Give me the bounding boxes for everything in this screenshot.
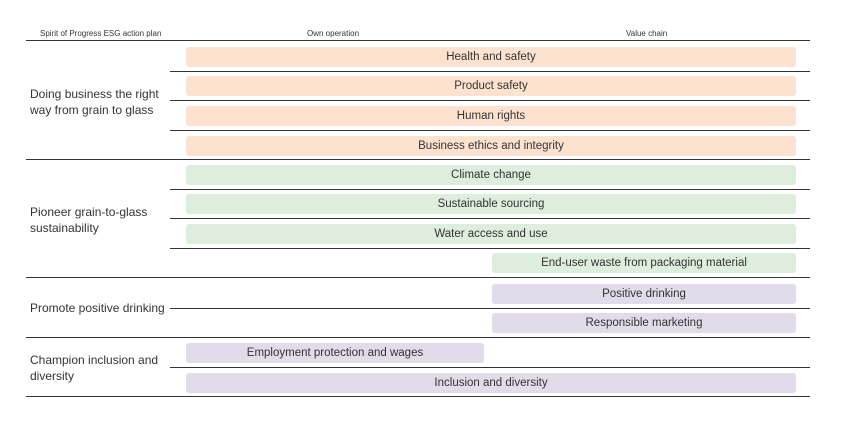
topic-bar-responsible-marketing: Responsible marketing <box>492 313 796 333</box>
topic-bar-product-safety: Product safety <box>186 76 796 96</box>
topic-bar-packaging-waste: End-user waste from packaging material <box>492 253 796 273</box>
topic-bar-water: Water access and use <box>186 224 796 244</box>
group-label-sustainability: Pioneer grain-to-glass sustainability <box>30 205 148 235</box>
rule-group-2 <box>26 277 810 278</box>
row-rule <box>170 248 810 249</box>
row-rule <box>170 308 810 309</box>
row-rule <box>170 218 810 219</box>
group-label-business: Doing business the right way from grain … <box>30 87 159 117</box>
row-rule <box>170 71 810 72</box>
row-rule <box>170 367 810 368</box>
topic-bar-climate-change: Climate change <box>186 165 796 185</box>
topic-bar-inclusion-diversity: Inclusion and diversity <box>186 373 796 393</box>
group-label-inclusion: Champion inclusion and diversity <box>30 353 159 383</box>
rule-group-1 <box>26 159 810 160</box>
topic-bar-human-rights: Human rights <box>186 106 796 126</box>
row-rule <box>170 130 810 131</box>
rule-bottom <box>26 396 810 397</box>
group-label-positive-drinking: Promote positive drinking <box>30 301 165 315</box>
header-plan: Spirit of Progress ESG action plan <box>40 29 162 38</box>
rule-header <box>26 40 810 41</box>
rule-group-3 <box>26 337 810 338</box>
topic-bar-sustainable-sourcing: Sustainable sourcing <box>186 194 796 214</box>
header-own-operation: Own operation <box>307 29 360 38</box>
row-rule <box>170 100 810 101</box>
topic-bar-employment: Employment protection and wages <box>186 343 484 363</box>
topic-bar-health-safety: Health and safety <box>186 47 796 67</box>
topic-bar-positive-drinking: Positive drinking <box>492 284 796 304</box>
header-value-chain: Value chain <box>626 29 668 38</box>
row-rule <box>170 189 810 190</box>
topic-bar-business-ethics: Business ethics and integrity <box>186 136 796 156</box>
